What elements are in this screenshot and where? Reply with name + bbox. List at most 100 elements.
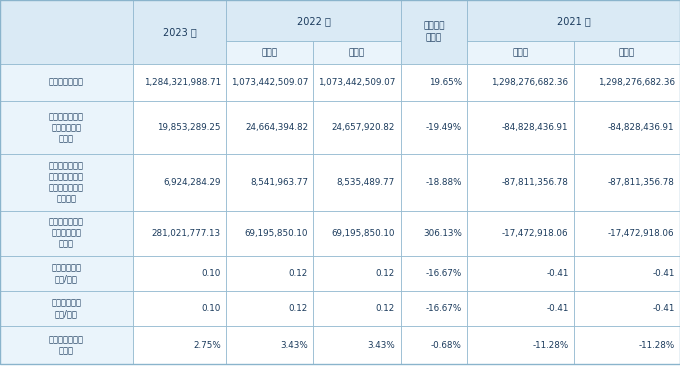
Text: 3.43%: 3.43% (367, 340, 395, 350)
Text: -17,472,918.06: -17,472,918.06 (608, 229, 675, 238)
Bar (0, 326, 133, 364)
Bar (401, 291, 467, 326)
Text: 2021 年: 2021 年 (557, 16, 590, 26)
Bar (467, 211, 574, 256)
Bar (0, 0, 133, 64)
Text: -11.28%: -11.28% (639, 340, 675, 350)
Bar (467, 0, 680, 41)
Bar (313, 41, 401, 64)
Text: -87,811,356.78: -87,811,356.78 (502, 178, 568, 187)
Text: -87,811,356.78: -87,811,356.78 (608, 178, 675, 187)
Text: -19.49%: -19.49% (426, 123, 462, 132)
Text: 1,298,276,682.36: 1,298,276,682.36 (598, 78, 675, 87)
Text: 2023 年: 2023 年 (163, 27, 197, 37)
Text: -0.41: -0.41 (652, 269, 675, 278)
Bar (0, 256, 133, 291)
Bar (313, 256, 401, 291)
Text: 0.12: 0.12 (376, 269, 395, 278)
Bar (133, 211, 226, 256)
Bar (226, 101, 313, 154)
Text: -84,828,436.91: -84,828,436.91 (608, 123, 675, 132)
Bar (226, 64, 313, 101)
Text: 2.75%: 2.75% (193, 340, 221, 350)
Bar (574, 211, 680, 256)
Bar (401, 256, 467, 291)
Bar (226, 0, 401, 41)
Text: 经营活动产生的
现金流量净额
（元）: 经营活动产生的 现金流量净额 （元） (49, 218, 84, 249)
Bar (133, 154, 226, 211)
Text: 0.12: 0.12 (289, 269, 308, 278)
Text: -0.41: -0.41 (546, 269, 568, 278)
Bar (226, 256, 313, 291)
Text: 营业收入（元）: 营业收入（元） (49, 78, 84, 87)
Text: 基本每股收益
（元/股）: 基本每股收益 （元/股） (51, 264, 82, 283)
Text: -17,472,918.06: -17,472,918.06 (502, 229, 568, 238)
Text: -84,828,436.91: -84,828,436.91 (502, 123, 568, 132)
Bar (574, 291, 680, 326)
Bar (401, 0, 467, 64)
Bar (0, 211, 133, 256)
Text: 调整后: 调整后 (619, 48, 635, 57)
Bar (467, 101, 574, 154)
Text: 归属于上市公司
股东的净利润
（元）: 归属于上市公司 股东的净利润 （元） (49, 112, 84, 143)
Text: 19.65%: 19.65% (428, 78, 462, 87)
Bar (0, 154, 133, 211)
Text: 2022 年: 2022 年 (296, 16, 330, 26)
Text: -0.41: -0.41 (652, 304, 675, 313)
Text: 19,853,289.25: 19,853,289.25 (158, 123, 221, 132)
Text: 3.43%: 3.43% (280, 340, 308, 350)
Text: 0.10: 0.10 (202, 304, 221, 313)
Text: 1,298,276,682.36: 1,298,276,682.36 (492, 78, 568, 87)
Bar (313, 291, 401, 326)
Text: 归属于上市公司
股东的扣除非经
常性损益的净利
润（元）: 归属于上市公司 股东的扣除非经 常性损益的净利 润（元） (49, 161, 84, 203)
Bar (133, 326, 226, 364)
Bar (226, 326, 313, 364)
Bar (574, 326, 680, 364)
Text: 1,073,442,509.07: 1,073,442,509.07 (318, 78, 395, 87)
Bar (574, 101, 680, 154)
Bar (133, 101, 226, 154)
Bar (0, 101, 133, 154)
Bar (133, 0, 226, 64)
Bar (133, 256, 226, 291)
Bar (467, 291, 574, 326)
Text: 24,664,394.82: 24,664,394.82 (245, 123, 308, 132)
Text: 调整后: 调整后 (349, 48, 365, 57)
Bar (574, 64, 680, 101)
Text: -0.41: -0.41 (546, 304, 568, 313)
Bar (313, 64, 401, 101)
Text: -0.68%: -0.68% (431, 340, 462, 350)
Text: -11.28%: -11.28% (532, 340, 568, 350)
Bar (401, 101, 467, 154)
Text: 6,924,284.29: 6,924,284.29 (163, 178, 221, 187)
Bar (401, 211, 467, 256)
Bar (467, 326, 574, 364)
Bar (467, 41, 574, 64)
Text: 调整前: 调整前 (262, 48, 278, 57)
Bar (401, 154, 467, 211)
Text: 0.12: 0.12 (376, 304, 395, 313)
Bar (574, 256, 680, 291)
Bar (226, 291, 313, 326)
Bar (133, 291, 226, 326)
Text: 本年比上
年增减: 本年比上 年增减 (423, 22, 445, 42)
Text: 1,073,442,509.07: 1,073,442,509.07 (231, 78, 308, 87)
Bar (313, 326, 401, 364)
Text: 24,657,920.82: 24,657,920.82 (332, 123, 395, 132)
Bar (0, 291, 133, 326)
Text: 1,284,321,988.71: 1,284,321,988.71 (144, 78, 221, 87)
Bar (226, 211, 313, 256)
Bar (0, 64, 133, 101)
Text: 0.12: 0.12 (289, 304, 308, 313)
Text: 281,021,777.13: 281,021,777.13 (152, 229, 221, 238)
Text: 69,195,850.10: 69,195,850.10 (332, 229, 395, 238)
Text: 加权平均净资产
收益率: 加权平均净资产 收益率 (49, 335, 84, 355)
Bar (313, 154, 401, 211)
Bar (133, 64, 226, 101)
Text: 调整前: 调整前 (513, 48, 528, 57)
Text: -16.67%: -16.67% (426, 269, 462, 278)
Text: 0.10: 0.10 (202, 269, 221, 278)
Text: -16.67%: -16.67% (426, 304, 462, 313)
Text: -18.88%: -18.88% (425, 178, 462, 187)
Bar (226, 41, 313, 64)
